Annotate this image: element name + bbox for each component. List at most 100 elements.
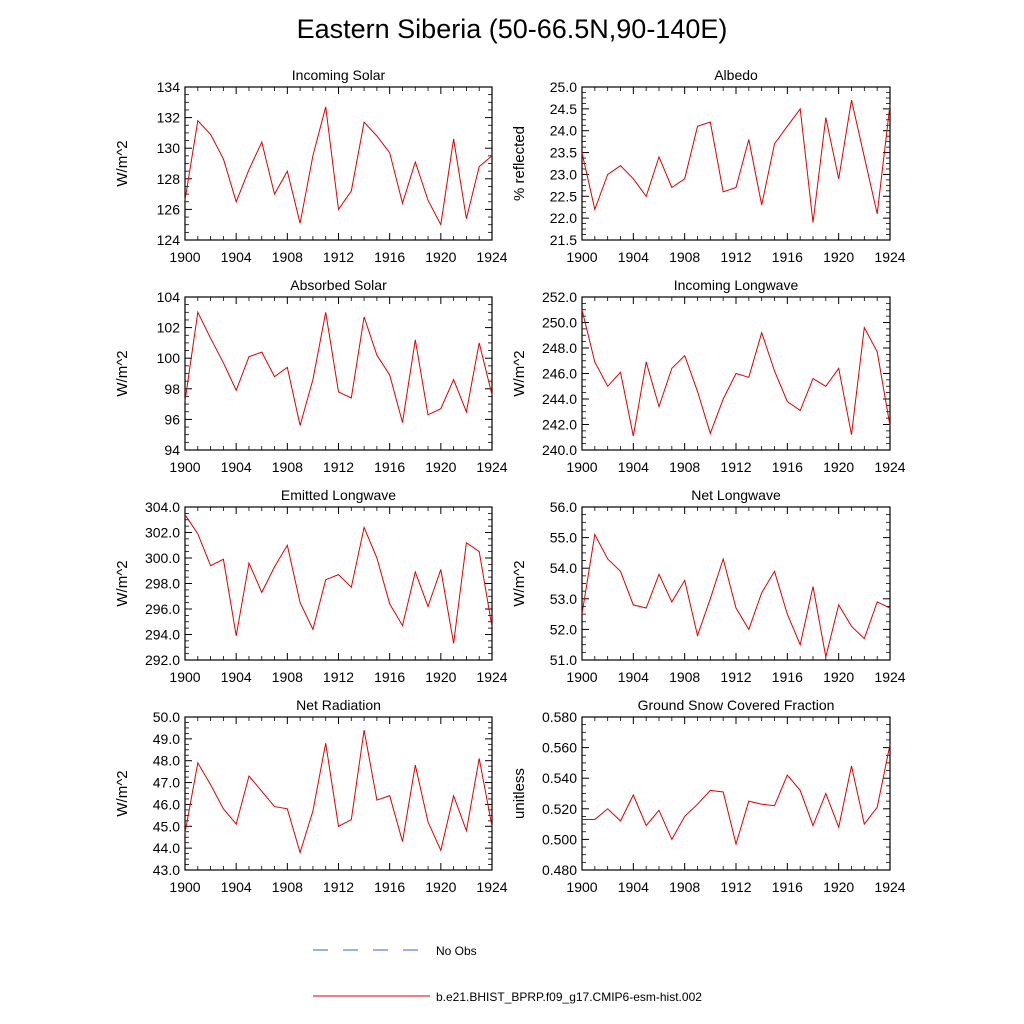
chart-panel-2: Albedo % reflected 21.5 22.0 22.5 23.0 23.5 24.… [511, 67, 906, 265]
y-tick-label: 22.5 [550, 188, 577, 204]
y-tick-label: 0.480 [542, 862, 577, 878]
x-tick-label: 1920 [823, 669, 854, 685]
y-tick-label: 104 [157, 289, 181, 305]
y-tick-label: 0.560 [542, 740, 577, 756]
x-tick-label: 1912 [720, 459, 751, 475]
x-tick-label: 1908 [272, 249, 303, 265]
y-tick-label: 248.0 [542, 340, 577, 356]
y-axis-label: % reflected [511, 126, 528, 201]
y-tick-label: 246.0 [542, 366, 577, 382]
y-tick-label: 50.0 [153, 709, 180, 725]
chart-panel-6: Net Longwave W/m^2 51.0 52.0 53.0 54.0 55.0 56.… [511, 487, 906, 685]
series-line [184, 310, 493, 426]
x-tick-label: 1920 [823, 459, 854, 475]
y-tick-label: 302.0 [145, 525, 180, 541]
x-tick-label: 1904 [221, 249, 252, 265]
y-tick-label: 0.520 [542, 801, 577, 817]
x-tick-label: 1912 [323, 669, 354, 685]
y-tick-label: 298.0 [145, 576, 180, 592]
x-tick-label: 1904 [618, 669, 649, 685]
y-tick-label: 94 [164, 442, 180, 458]
legend-model-label: b.e21.BHIST_BPRP.f09_g17.CMIP6-esm-hist.… [436, 990, 702, 1004]
x-tick-label: 1920 [425, 879, 456, 895]
y-tick-label: 242.0 [542, 417, 577, 433]
chart-panel-3: Absorbed Solar W/m^2 94 96 98 100 102 104 1900 19… [114, 277, 508, 475]
panel-title: Net Radiation [296, 697, 381, 713]
x-tick-label: 1924 [874, 879, 905, 895]
x-tick-label: 1916 [374, 669, 405, 685]
series-line [581, 309, 891, 437]
y-axis-label: W/m^2 [511, 560, 528, 606]
x-tick-label: 1912 [323, 459, 354, 475]
chart-panel-1: Incoming Solar W/m^2 124 126 128 130 132 134 190… [114, 67, 508, 265]
y-tick-label: 56.0 [550, 499, 577, 515]
y-tick-label: 52.0 [550, 621, 577, 637]
x-tick-label: 1908 [669, 879, 700, 895]
y-tick-label: 132 [157, 110, 181, 126]
panel-title: Net Longwave [691, 487, 781, 503]
y-tick-label: 22.0 [550, 210, 577, 226]
y-tick-label: 126 [157, 201, 181, 217]
y-tick-label: 0.580 [542, 709, 577, 725]
y-axis-label: W/m^2 [114, 140, 131, 186]
x-tick-label: 1924 [476, 249, 507, 265]
x-tick-label: 1904 [618, 459, 649, 475]
x-tick-label: 1916 [374, 879, 405, 895]
y-tick-label: 128 [157, 171, 181, 187]
panel-title: Albedo [714, 67, 758, 83]
y-tick-label: 51.0 [550, 652, 577, 668]
series-line [581, 532, 891, 658]
x-tick-label: 1904 [221, 669, 252, 685]
x-tick-label: 1916 [772, 249, 803, 265]
x-tick-label: 1924 [874, 249, 905, 265]
y-axis-label: W/m^2 [114, 770, 131, 816]
series-line [581, 99, 891, 223]
y-tick-label: 304.0 [145, 499, 180, 515]
legend: No Obs b.e21.BHIST_BPRP.f09_g17.CMIP6-esm… [313, 944, 702, 1004]
panel-title: Incoming Solar [292, 67, 386, 83]
y-tick-label: 134 [157, 79, 181, 95]
x-tick-label: 1920 [823, 879, 854, 895]
series-line [582, 744, 891, 846]
plot-frame [581, 86, 891, 241]
y-tick-label: 296.0 [145, 601, 180, 617]
y-tick-label: 48.0 [153, 753, 180, 769]
y-tick-label: 300.0 [145, 550, 180, 566]
x-tick-label: 1900 [566, 459, 597, 475]
plot-frame [581, 506, 891, 661]
x-tick-label: 1908 [272, 459, 303, 475]
y-axis-label: unitless [511, 768, 528, 819]
y-tick-label: 46.0 [153, 796, 180, 812]
plot-frame [581, 716, 891, 871]
y-tick-label: 23.5 [550, 145, 577, 161]
panel-title: Incoming Longwave [674, 277, 799, 293]
x-tick-label: 1916 [374, 249, 405, 265]
y-tick-label: 244.0 [542, 391, 577, 407]
y-tick-label: 49.0 [153, 731, 180, 747]
chart-panel-8: Ground Snow Covered Fraction unitless 0.48… [511, 697, 906, 895]
x-tick-label: 1924 [476, 879, 507, 895]
y-tick-label: 53.0 [550, 591, 577, 607]
x-tick-label: 1904 [221, 879, 252, 895]
x-tick-label: 1912 [720, 249, 751, 265]
chart-panel-7: Net Radiation W/m^2 43.0 44.0 45.0 46.0 47.0 48… [114, 697, 508, 895]
x-tick-label: 1916 [374, 459, 405, 475]
x-tick-label: 1908 [272, 669, 303, 685]
x-tick-label: 1912 [323, 249, 354, 265]
y-tick-label: 96 [164, 411, 180, 427]
y-tick-label: 240.0 [542, 442, 577, 458]
y-axis-label: W/m^2 [511, 350, 528, 396]
y-tick-label: 54.0 [550, 560, 577, 576]
main-title: Eastern Siberia (50-66.5N,90-140E) [296, 14, 728, 44]
x-tick-label: 1904 [618, 879, 649, 895]
x-tick-label: 1904 [221, 459, 252, 475]
y-tick-label: 24.0 [550, 123, 577, 139]
x-tick-label: 1912 [720, 669, 751, 685]
series-line [184, 106, 493, 227]
y-tick-label: 102 [157, 320, 181, 336]
x-tick-label: 1908 [669, 249, 700, 265]
panel-title: Ground Snow Covered Fraction [638, 697, 835, 713]
y-tick-label: 130 [157, 140, 181, 156]
x-tick-label: 1916 [772, 669, 803, 685]
